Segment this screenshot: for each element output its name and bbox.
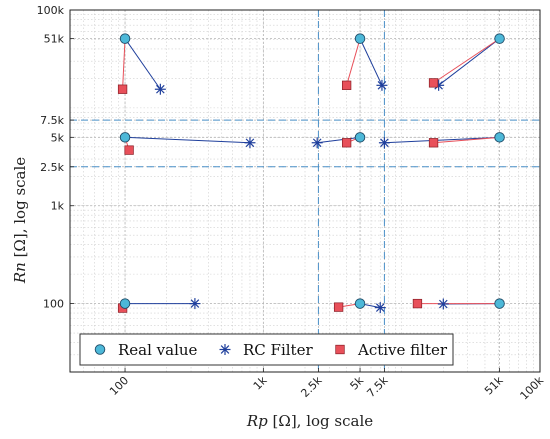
- rc-link-line: [359, 38, 383, 86]
- rc-filter-point: [189, 298, 201, 310]
- x-axis-label: Rp [Ω], log scale: [246, 412, 373, 430]
- y-tick-label: 100: [43, 298, 64, 311]
- real-value-point: [119, 298, 131, 309]
- legend-box: [79, 333, 454, 366]
- x-ticks: 100 1k 2.5k 5k7.5k 51k 100k: [107, 368, 547, 402]
- rc-link-line: [125, 136, 250, 144]
- rc-filter-point: [437, 298, 449, 310]
- legend-label: Active filter: [357, 341, 448, 359]
- y-tick-label: 5k: [51, 131, 65, 144]
- y-tick-label: 100k: [37, 4, 65, 17]
- y-ticks: 100 1k 2.5k 5k 7.5k 51k 100k: [37, 4, 74, 311]
- x-tick-label: 7.5k: [364, 373, 391, 400]
- rc-filter-point: [374, 302, 386, 314]
- real-value-point: [354, 33, 366, 44]
- major-grid: [70, 9, 541, 372]
- rc-link-line: [384, 136, 500, 144]
- rc-filter-point: [376, 79, 388, 91]
- x-tick-label: 100k: [518, 373, 547, 402]
- x-tick-label: 100: [107, 374, 131, 398]
- data-markers: [117, 33, 505, 314]
- x-tick-label: 2.5k: [298, 373, 325, 400]
- legend-marker: [219, 344, 231, 355]
- real-value-point: [119, 132, 131, 143]
- connector-lines: [122, 38, 500, 309]
- active-link-line: [122, 38, 126, 90]
- rc-link-line: [438, 38, 500, 86]
- real-value-point: [354, 132, 366, 143]
- active-link-line: [433, 136, 500, 144]
- rc-filter-point: [154, 83, 166, 95]
- active-filter-point: [124, 145, 134, 155]
- y-tick-label: 7.5k: [40, 114, 64, 127]
- x-tick-label: 51k: [482, 373, 506, 397]
- active-filter-point: [428, 138, 439, 148]
- legend-marker: [335, 344, 345, 355]
- minor-grid: [69, 9, 541, 373]
- y-tick-label: 2.5k: [40, 161, 64, 174]
- real-value-point: [494, 33, 505, 44]
- rc-filter-point: [244, 137, 256, 149]
- rc-link-line: [124, 38, 161, 90]
- legend-marker: [94, 344, 106, 355]
- active-filter-point: [117, 84, 128, 94]
- active-filter-point: [412, 298, 423, 309]
- active-link-line: [433, 38, 500, 84]
- active-filter-point: [333, 302, 344, 312]
- active-filter-point: [428, 78, 439, 88]
- legend-label: Real value: [118, 341, 198, 359]
- real-value-point: [494, 132, 505, 143]
- y-axis-label: Rn [Ω], log scale: [11, 157, 29, 284]
- rc-filter-point: [311, 137, 323, 149]
- legend-label: RC Filter: [243, 341, 313, 359]
- threshold-lines: [70, 10, 540, 372]
- y-tick-label: 1k: [51, 200, 65, 213]
- real-value-point: [119, 33, 131, 44]
- rc-link-line: [317, 136, 361, 144]
- real-value-point: [354, 298, 366, 309]
- y-tick-label: 51k: [44, 33, 65, 46]
- legend: Real value RC Filter Active filter: [79, 333, 454, 366]
- real-value-point: [494, 298, 505, 309]
- rc-filter-point: [378, 137, 390, 149]
- x-tick-label: 1k: [251, 373, 270, 392]
- plot-frame: [69, 9, 541, 373]
- active-filter-point: [341, 138, 352, 148]
- active-filter-point: [341, 80, 352, 90]
- x-tick-label: 5k: [348, 373, 367, 392]
- active-link-line: [346, 38, 361, 86]
